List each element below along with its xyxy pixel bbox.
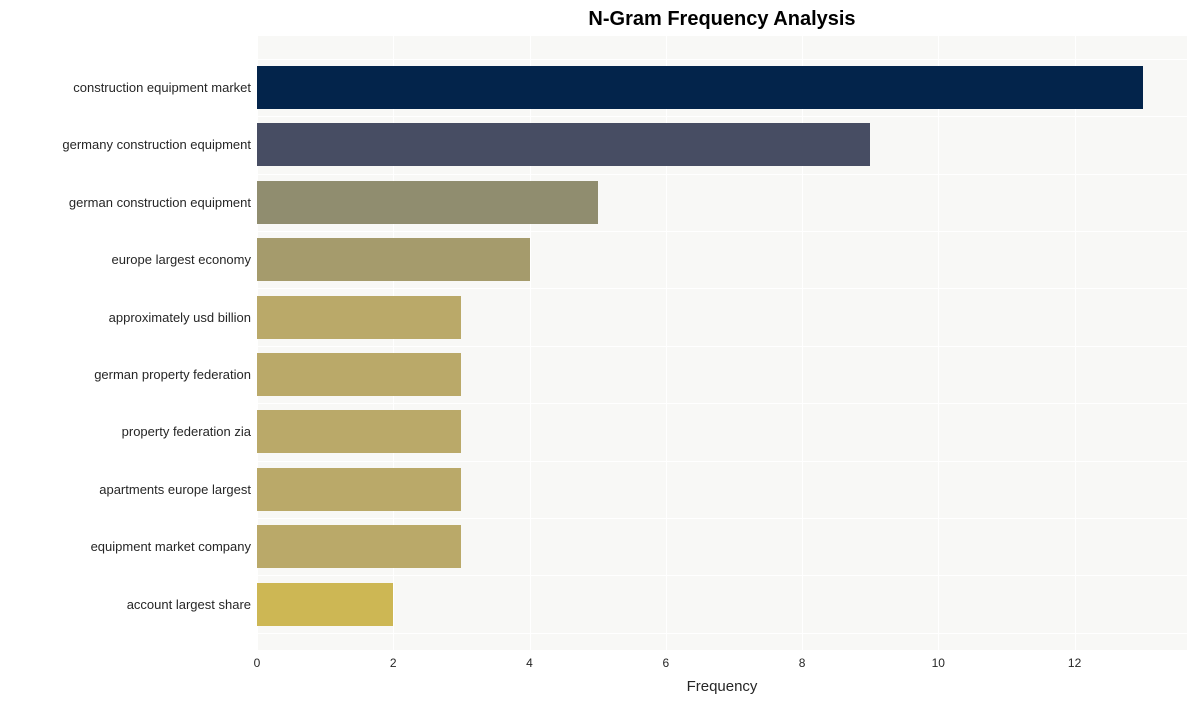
x-tick-label: 2 (390, 656, 397, 670)
bar (257, 525, 461, 568)
x-tick-label: 10 (932, 656, 945, 670)
gridline-horizontal (257, 59, 1187, 60)
bar (257, 296, 461, 339)
x-tick-label: 4 (526, 656, 533, 670)
gridline-horizontal (257, 403, 1187, 404)
y-tick-label: equipment market company (91, 539, 251, 554)
gridline-horizontal (257, 116, 1187, 117)
x-tick-label: 6 (662, 656, 669, 670)
gridline-horizontal (257, 575, 1187, 576)
y-tick-label: germany construction equipment (62, 137, 251, 152)
gridline-horizontal (257, 346, 1187, 347)
chart-title: N-Gram Frequency Analysis (588, 8, 855, 31)
x-tick-label: 0 (254, 656, 261, 670)
y-tick-label: apartments europe largest (99, 482, 251, 497)
bar (257, 468, 461, 511)
x-tick-label: 8 (799, 656, 806, 670)
gridline-horizontal (257, 518, 1187, 519)
y-tick-label: construction equipment market (73, 80, 251, 95)
bar (257, 410, 461, 453)
y-tick-label: account largest share (127, 597, 251, 612)
y-tick-label: property federation zia (122, 424, 251, 439)
gridline-horizontal (257, 174, 1187, 175)
gridline-horizontal (257, 231, 1187, 232)
y-tick-label: approximately usd billion (109, 310, 251, 325)
bar (257, 66, 1143, 109)
y-tick-label: german construction equipment (69, 195, 251, 210)
gridline-horizontal (257, 461, 1187, 462)
gridline-horizontal (257, 288, 1187, 289)
bar (257, 238, 530, 281)
y-tick-label: europe largest economy (112, 252, 251, 267)
bar (257, 123, 870, 166)
gridline-vertical (938, 36, 939, 650)
gridline-vertical (1075, 36, 1076, 650)
bar (257, 353, 461, 396)
gridline-horizontal (257, 633, 1187, 634)
x-axis-label: Frequency (687, 678, 758, 695)
y-tick-label: german property federation (94, 367, 251, 382)
bar (257, 181, 598, 224)
plot-area (257, 36, 1187, 650)
bar (257, 583, 393, 626)
x-tick-label: 12 (1068, 656, 1081, 670)
